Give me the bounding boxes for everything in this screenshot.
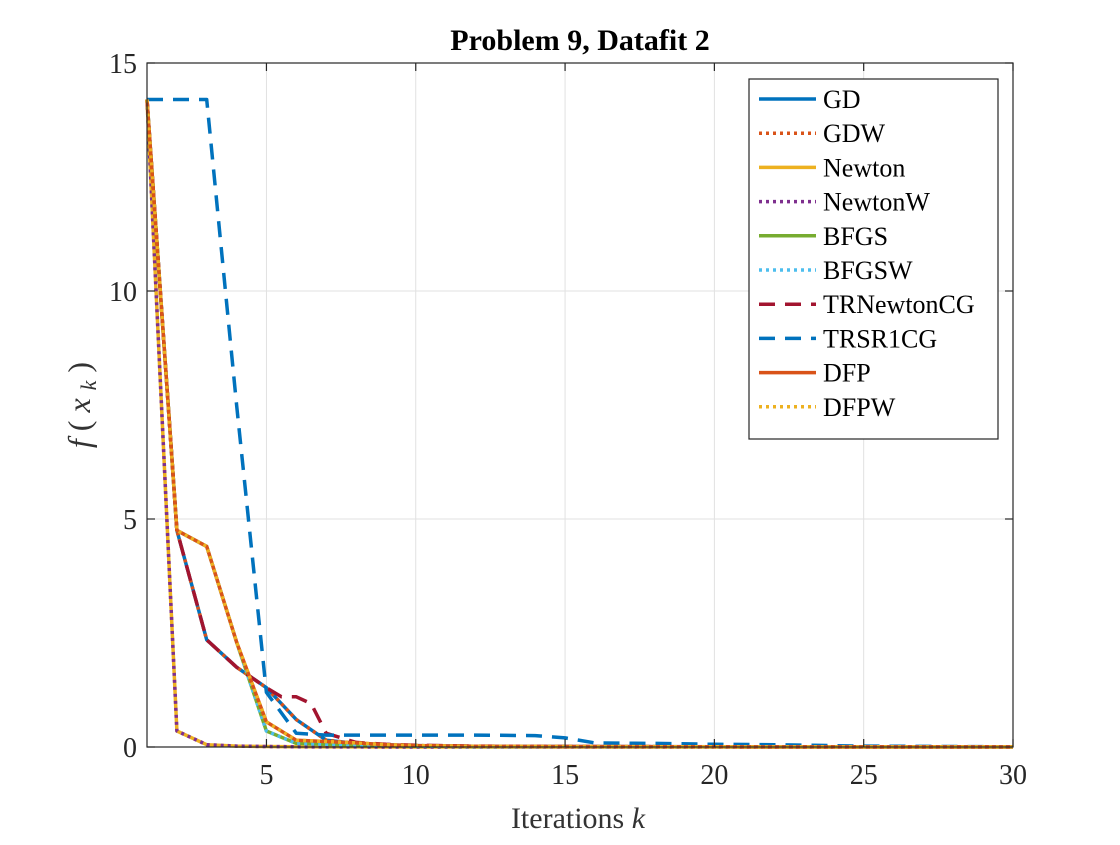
legend-label-bfgsw: BFGSW — [823, 256, 913, 285]
y-axis-label-arg: x — [61, 398, 97, 413]
y-tick-label: 10 — [109, 277, 137, 308]
legend-label-newtonw: NewtonW — [823, 188, 930, 217]
y-axis-label-func: f — [61, 435, 97, 448]
legend-label-gd: GD — [823, 85, 861, 114]
series-line-dfpw — [145, 99, 1013, 749]
x-axis-label-text: Iterations — [511, 802, 624, 835]
axes — [146, 62, 1014, 748]
series-line-trsr1cg — [147, 97, 1014, 749]
legend-box — [748, 78, 999, 440]
y-tick-label: 0 — [123, 733, 137, 764]
x-axis-label: Iterations k — [511, 802, 646, 835]
legend-label-trnewtoncg: TRNewtonCG — [823, 290, 975, 319]
chart-title: Problem 9, Datafit 2 — [450, 24, 709, 57]
x-tick-label: 15 — [551, 760, 579, 791]
legend-label-trsr1cg: TRSR1CG — [823, 324, 937, 353]
legend: GD GDW Newton NewtonW BFGS BFGSW TRNewtonCG TRS… — [748, 78, 999, 440]
x-tick-labels: 5 10 15 20 25 30 — [259, 760, 1027, 791]
x-tick-label: 10 — [402, 760, 430, 791]
y-axis-label: f ( x k ) — [61, 362, 103, 448]
y-tick-label: 5 — [123, 505, 137, 536]
plot-area-frame — [146, 62, 1014, 748]
x-tick-label: 5 — [259, 760, 273, 791]
y-tick-label: 15 — [109, 49, 137, 80]
legend-label-dfp: DFP — [823, 359, 871, 388]
y-axis-label-open-paren: ( — [61, 421, 97, 432]
legend-label-newton: Newton — [823, 153, 905, 182]
y-axis-label-close-paren: ) — [61, 362, 97, 373]
y-axis-label-sub: k — [76, 379, 101, 390]
x-axis-label-var: k — [632, 802, 646, 835]
legend-label-bfgs: BFGS — [823, 222, 888, 251]
x-tick-label: 20 — [700, 760, 728, 791]
y-tick-labels: 0 5 10 15 — [109, 49, 137, 764]
legend-label-dfpw: DFPW — [823, 393, 896, 422]
x-tick-label: 25 — [850, 760, 878, 791]
x-tick-label: 30 — [999, 760, 1027, 791]
legend-label-gdw: GDW — [823, 119, 886, 148]
